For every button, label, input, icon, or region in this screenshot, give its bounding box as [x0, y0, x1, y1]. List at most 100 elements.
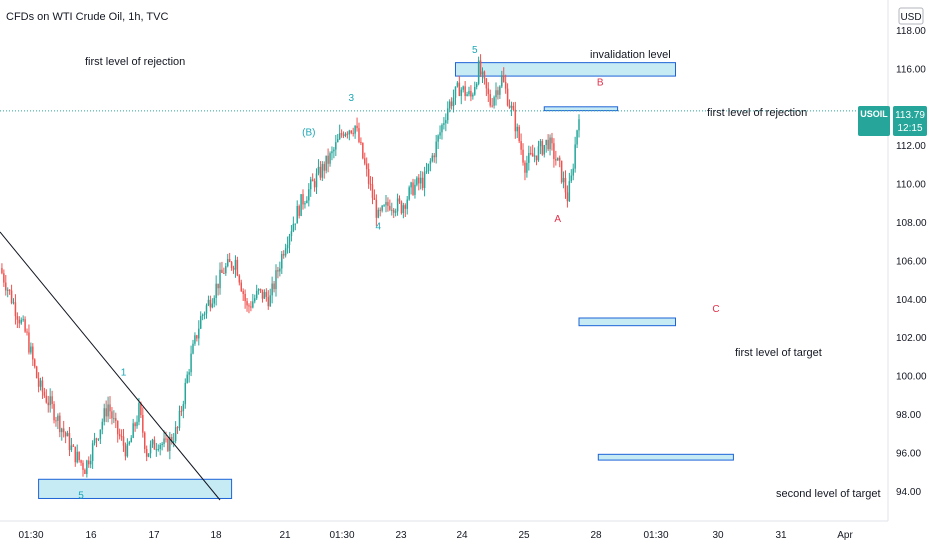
candle	[82, 460, 84, 477]
candle	[279, 261, 281, 277]
candle	[557, 157, 559, 161]
candle	[184, 378, 187, 409]
candle	[462, 85, 464, 93]
y-tick-label: 94.00	[896, 487, 921, 498]
time-axis[interactable]: 01:30 16 17 18 21 01:30 23 24 25 28 01:30 30 31 Apr	[18, 530, 853, 541]
annotation-text[interactable]: second level of target	[776, 488, 881, 500]
candle	[323, 161, 325, 179]
candle	[362, 142, 364, 160]
candle	[392, 208, 395, 219]
candle	[215, 275, 217, 306]
candle	[489, 89, 491, 108]
candle	[167, 437, 169, 453]
candle	[502, 67, 505, 83]
candle	[391, 202, 393, 216]
candle	[541, 139, 544, 156]
candle	[398, 195, 401, 204]
candle	[196, 334, 198, 342]
candle	[414, 179, 416, 199]
candle	[182, 400, 185, 419]
candle	[373, 189, 376, 200]
candle	[43, 387, 46, 398]
annotation-text[interactable]: first level of target	[735, 347, 822, 359]
candle	[269, 288, 271, 307]
candle	[419, 170, 422, 190]
candle	[331, 146, 333, 161]
candle	[348, 129, 351, 141]
candle	[406, 196, 408, 215]
currency-label: USD	[900, 12, 921, 23]
badge-price: 113.79	[895, 110, 925, 121]
price-axis[interactable]: 94.00 96.00 98.00 100.00 102.00 104.00 106.00 1…	[896, 26, 927, 498]
candle	[226, 253, 229, 268]
candle	[223, 267, 225, 274]
trend-line[interactable]	[0, 231, 221, 501]
candle	[421, 171, 424, 191]
candle	[101, 418, 104, 435]
candle	[545, 139, 547, 153]
zone-target2[interactable]	[597, 453, 734, 461]
candle	[329, 151, 331, 167]
candle	[273, 280, 275, 293]
candle	[14, 294, 17, 325]
wave-label: 5	[472, 45, 478, 56]
candle	[292, 216, 295, 233]
candle	[180, 406, 183, 416]
candle	[379, 207, 381, 217]
candle	[562, 171, 565, 189]
y-tick-label: 116.00	[896, 64, 926, 75]
zone-rejection[interactable]	[543, 106, 619, 112]
candle	[203, 311, 206, 320]
candle	[126, 438, 129, 458]
candle	[568, 172, 571, 202]
candle	[70, 437, 73, 453]
candle	[257, 288, 260, 295]
annotation-text[interactable]: invalidation level	[590, 49, 671, 61]
annotation-text[interactable]: first level of rejection	[85, 56, 185, 68]
candle	[188, 368, 190, 383]
candle	[134, 421, 136, 432]
candle	[447, 101, 449, 124]
candle	[171, 433, 173, 445]
candle	[105, 400, 107, 423]
zone-invalidation[interactable]	[454, 62, 677, 77]
x-tick-label: 25	[518, 530, 530, 541]
candle	[39, 377, 42, 391]
candle	[199, 311, 202, 330]
candle	[551, 132, 553, 151]
candle	[394, 208, 397, 217]
candle	[282, 250, 285, 259]
candle	[356, 117, 358, 132]
candle	[165, 431, 167, 443]
candle	[59, 412, 61, 438]
annotation-text[interactable]: first level of rejection	[707, 107, 807, 119]
candle	[124, 442, 127, 461]
candle	[535, 155, 538, 166]
x-tick-label: 01:30	[643, 530, 668, 541]
candle	[369, 176, 372, 191]
x-tick-label: 16	[85, 530, 97, 541]
candle	[86, 459, 88, 478]
candle	[225, 262, 227, 276]
candle	[427, 163, 430, 174]
candle	[198, 320, 200, 346]
candle	[520, 133, 522, 155]
y-tick-label: 110.00	[896, 180, 926, 191]
candle	[163, 430, 165, 448]
candle	[501, 70, 503, 89]
wave-label: C	[712, 304, 719, 315]
zone-bottom_zone[interactable]	[38, 478, 233, 499]
candle	[319, 161, 322, 181]
candle	[209, 295, 212, 312]
candle	[240, 279, 242, 292]
candle	[142, 407, 144, 438]
currency-box[interactable]: USD	[898, 7, 924, 25]
candle	[514, 101, 517, 139]
x-tick-label: 28	[590, 530, 602, 541]
zone-target1[interactable]	[578, 317, 676, 327]
candle	[485, 77, 488, 97]
candle	[205, 303, 208, 319]
candle	[474, 81, 476, 96]
x-tick-label: 01:30	[329, 530, 354, 541]
